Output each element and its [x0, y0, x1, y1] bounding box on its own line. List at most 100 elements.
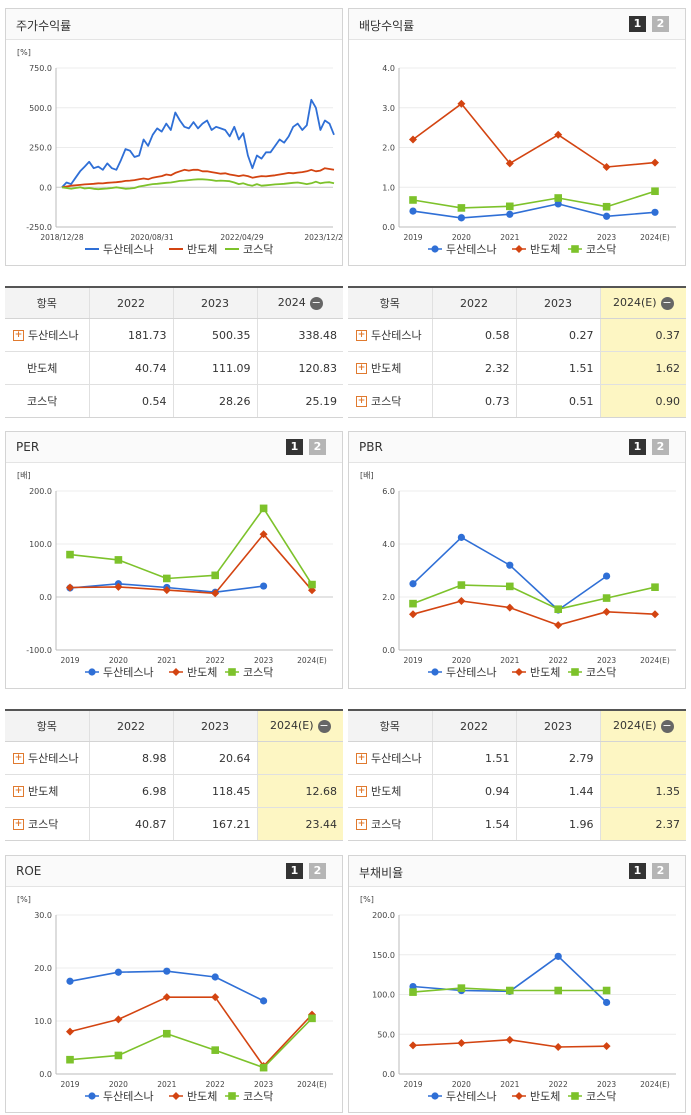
data-point	[409, 1041, 417, 1050]
legend-label: 반도체	[187, 243, 217, 256]
x-tick-label: 2023	[597, 1080, 616, 1089]
value-cell: 0.54	[88, 384, 173, 418]
legend-item[interactable]: 두산테스나	[428, 243, 497, 256]
column-header-label: 2022	[460, 296, 488, 310]
column-header-label: 항목	[36, 297, 57, 310]
column-header: 항목	[348, 710, 432, 742]
view-button-2[interactable]: 2	[309, 863, 326, 879]
row-label-cell: + 코스닥	[5, 807, 89, 841]
data-point	[602, 594, 611, 602]
column-header-label: 2024(E)	[612, 719, 657, 733]
view-button-1[interactable]: 1	[629, 439, 646, 455]
column-header-label: 2024(E)	[269, 719, 314, 733]
legend-item[interactable]: 코스닥	[568, 1090, 616, 1103]
legend-marker	[228, 668, 236, 676]
value-cell: 1.51	[431, 741, 516, 775]
y-tick-label: 50.0	[377, 1030, 395, 1039]
y-tick-label: 0.0	[39, 183, 52, 192]
expand-icon[interactable]: +	[356, 752, 367, 764]
column-header-label: 2022	[460, 719, 488, 733]
series-line	[412, 103, 656, 168]
x-tick-label: 2020	[452, 656, 471, 665]
legend-item[interactable]: 두산테스나	[428, 1090, 497, 1103]
legend-marker	[515, 668, 523, 676]
legend-item[interactable]: 코스닥	[225, 1090, 273, 1103]
collapse-icon[interactable]: −	[660, 295, 674, 310]
x-tick-label: 2019	[60, 1080, 79, 1089]
data-point	[260, 997, 268, 1005]
collapse-icon[interactable]: −	[317, 718, 331, 733]
series-2	[409, 99, 659, 171]
value-cell: 1.62	[599, 351, 686, 385]
legend-item[interactable]: 두산테스나	[85, 243, 154, 256]
value-cell	[256, 741, 343, 775]
value-cell: 28.26	[172, 384, 257, 418]
value-cell: 0.37	[599, 318, 686, 352]
stock-return-chart: [%] -250.0 0.0 250.0 500.0 750.0 2018/12/28 202…	[17, 48, 342, 256]
legend-item[interactable]: 반도체	[512, 1090, 560, 1103]
view-button-2[interactable]: 2	[652, 863, 669, 879]
y-tick-label: 200.0	[372, 911, 395, 920]
legend-item[interactable]: 반도체	[512, 666, 560, 679]
series-line	[412, 536, 608, 611]
series-3	[409, 984, 611, 996]
legend-item[interactable]: 코스닥	[225, 666, 273, 679]
legend-item[interactable]: 두산테스나	[85, 666, 154, 679]
legend-item[interactable]: 반도체	[169, 243, 217, 256]
collapse-icon[interactable]: −	[309, 295, 323, 310]
legend-label: 반도체	[530, 243, 560, 256]
y-tick-label: 20.0	[34, 964, 52, 973]
table-row: + 코스닥 40.87 167.21 23.44	[5, 807, 343, 841]
view-button-2[interactable]: 2	[309, 439, 326, 455]
legend-item[interactable]: 코스닥	[568, 666, 616, 679]
table-row: + 코스닥 1.54 1.96 2.37	[348, 807, 686, 841]
expand-icon[interactable]: +	[356, 329, 367, 341]
expand-icon[interactable]: +	[356, 785, 367, 797]
table-row: + 반도체 6.98 118.45 12.68	[5, 774, 343, 808]
legend-item[interactable]: 반도체	[169, 666, 217, 679]
expand-icon[interactable]: +	[13, 329, 24, 341]
expand-icon[interactable]: +	[356, 395, 367, 407]
view-button-1[interactable]: 1	[286, 863, 303, 879]
row-label-cell: + 두산테스나	[348, 741, 432, 775]
legend-item[interactable]: 두산테스나	[85, 1090, 154, 1103]
panel-title: 주가수익률	[16, 19, 72, 33]
value-cell: 20.64	[172, 741, 257, 775]
view-button-2[interactable]: 2	[652, 439, 669, 455]
expand-icon[interactable]: +	[13, 752, 24, 764]
legend-label: 코스닥	[586, 666, 616, 679]
stock-return-panel: 주가수익률 [%] -250.0 0.0 250.0 500.0 750.0 2018/12/…	[5, 8, 343, 266]
x-tick-label: 2019	[403, 1080, 422, 1089]
data-point	[259, 1063, 268, 1072]
y-tick-label: 2.0	[382, 144, 395, 153]
value-cell: 181.73	[88, 318, 173, 352]
roe-chart: [%] 0.0 10.0 20.0 30.0 2019 2020 2021 2022 2023 20…	[17, 895, 333, 1103]
legend-label: 두산테스나	[446, 666, 497, 679]
data-point	[211, 571, 219, 580]
value-cell: 167.21	[172, 807, 257, 841]
expand-icon[interactable]: +	[13, 818, 24, 830]
data-point	[66, 550, 74, 559]
panel-header: ROE 1 2	[6, 856, 342, 887]
view-button-1[interactable]: 1	[629, 16, 646, 32]
legend-label: 코스닥	[243, 1090, 273, 1103]
collapse-icon[interactable]: −	[660, 718, 674, 733]
legend-item[interactable]: 반도체	[169, 1090, 217, 1103]
view-button-1[interactable]: 1	[629, 863, 646, 879]
view-button-1[interactable]: 1	[286, 439, 303, 455]
expand-icon[interactable]: +	[13, 785, 24, 797]
legend-item[interactable]: 반도체	[512, 243, 560, 256]
series-line	[412, 190, 656, 209]
row-label: 반도체	[28, 785, 59, 798]
legend-item[interactable]: 코스닥	[568, 243, 616, 256]
legend-item[interactable]: 코스닥	[225, 243, 273, 256]
table-row: + 반도체 0.94 1.44 1.35	[348, 774, 686, 808]
y-tick-label: 250.0	[29, 144, 52, 153]
expand-icon[interactable]: +	[356, 362, 367, 374]
expand-icon[interactable]: +	[356, 818, 367, 830]
data-point	[457, 99, 466, 108]
legend-item[interactable]: 두산테스나	[428, 666, 497, 679]
x-tick-label: 2022	[206, 1080, 225, 1089]
y-tick-label: 3.0	[382, 104, 395, 113]
view-button-2[interactable]: 2	[652, 16, 669, 32]
